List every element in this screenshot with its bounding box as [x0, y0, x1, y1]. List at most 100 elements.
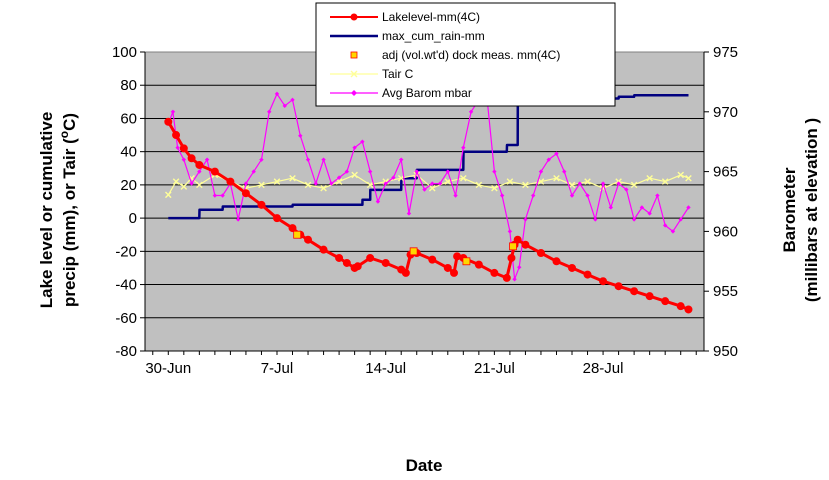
- right-axis: 975 970 965 960 955 950: [703, 44, 738, 360]
- data-point: [553, 174, 560, 182]
- x-tick-label: 14-Jul: [365, 360, 406, 377]
- data-point: [468, 109, 474, 114]
- data-point: [569, 193, 575, 198]
- data-point: [274, 91, 280, 97]
- data-point: [351, 171, 358, 179]
- data-point: [399, 157, 404, 162]
- left-tick-label: -40: [115, 277, 137, 294]
- data-point: [568, 263, 577, 272]
- data-point: [614, 282, 623, 291]
- right-tick-label: 975: [713, 44, 738, 61]
- left-tick-label: 60: [120, 110, 137, 127]
- x-axis-title: Date: [406, 456, 443, 475]
- data-point: [305, 157, 311, 162]
- data-point: [335, 253, 344, 262]
- x-tick-label: 28-Jul: [583, 360, 624, 377]
- data-point: [342, 258, 351, 267]
- data-point: [212, 193, 218, 198]
- data-point: [585, 193, 590, 198]
- data-point: [319, 245, 328, 254]
- data-point: [383, 181, 388, 186]
- data-point: [406, 211, 412, 216]
- left-tick-label: 100: [112, 44, 137, 61]
- data-point: [536, 248, 545, 257]
- data-point: [684, 305, 693, 314]
- data-point: [251, 169, 256, 174]
- data-point: [401, 268, 410, 277]
- data-point: [210, 167, 219, 176]
- data-point: [562, 169, 567, 174]
- data-point: [172, 131, 181, 140]
- data-point: [293, 230, 302, 239]
- data-point: [474, 260, 483, 269]
- left-tick-label: -60: [115, 310, 137, 327]
- data-point: [437, 181, 443, 186]
- data-point: [391, 175, 396, 180]
- left-tick-label: -80: [115, 343, 137, 360]
- data-point: [352, 145, 357, 150]
- data-point: [600, 181, 606, 186]
- data-point: [197, 169, 202, 174]
- data-point: [491, 184, 498, 192]
- data-point: [195, 160, 204, 169]
- data-point: [678, 217, 683, 222]
- data-point: [444, 178, 452, 185]
- data-point: [189, 181, 194, 186]
- x-axis: 30-Jun 7-Jul 14-Jul 21-Jul 28-Jul: [145, 350, 704, 377]
- data-point: [546, 157, 551, 162]
- data-point: [507, 253, 516, 262]
- data-point: [460, 174, 467, 182]
- data-point: [522, 181, 529, 189]
- series-4: [166, 91, 691, 282]
- data-point: [409, 247, 418, 256]
- data-point: [272, 214, 281, 223]
- left-axis: 100 80 60 40 20 0 -20 -40 -60 -80: [112, 44, 146, 360]
- data-point: [453, 193, 458, 198]
- data-point: [381, 258, 390, 267]
- series-line: [167, 93, 690, 280]
- data-point: [513, 235, 522, 244]
- data-point: [226, 177, 235, 186]
- data-point: [329, 181, 334, 186]
- data-point: [554, 151, 559, 156]
- data-point: [655, 193, 660, 198]
- series-2: [293, 230, 517, 266]
- data-point: [298, 133, 303, 138]
- data-point: [661, 178, 669, 185]
- data-point: [645, 292, 654, 301]
- x-tick-label: 30-Jun: [145, 360, 191, 377]
- data-point: [164, 117, 173, 126]
- legend-swatch-marker: [350, 13, 358, 21]
- data-point: [450, 268, 459, 277]
- right-tick-label: 960: [713, 223, 738, 240]
- data-point: [304, 235, 313, 244]
- data-point: [593, 217, 598, 222]
- data-point: [616, 181, 621, 186]
- data-point: [624, 187, 629, 192]
- left-tick-label: 0: [129, 210, 137, 227]
- legend-label: Tair C: [382, 67, 414, 81]
- data-point: [646, 174, 653, 182]
- data-point: [517, 265, 522, 270]
- data-point: [583, 270, 592, 279]
- data-point: [445, 169, 450, 174]
- data-point: [267, 109, 272, 114]
- legend-box: [315, 2, 616, 107]
- data-point: [462, 257, 471, 266]
- data-point: [422, 187, 427, 192]
- left-tick-label: 80: [120, 77, 137, 94]
- data-point: [353, 262, 362, 271]
- data-point: [179, 144, 188, 153]
- data-point: [289, 174, 296, 182]
- data-point: [290, 97, 295, 103]
- data-point: [584, 178, 591, 185]
- data-point: [639, 205, 645, 210]
- data-point: [670, 229, 676, 234]
- left-axis-title-line-1: Lake level or cumulative: [37, 112, 56, 309]
- data-point: [523, 217, 528, 222]
- legend-swatch-marker: [351, 90, 357, 96]
- left-axis-title-text: precip (mm), or Tair (: [60, 138, 79, 307]
- data-point: [313, 181, 319, 186]
- data-point: [321, 157, 326, 162]
